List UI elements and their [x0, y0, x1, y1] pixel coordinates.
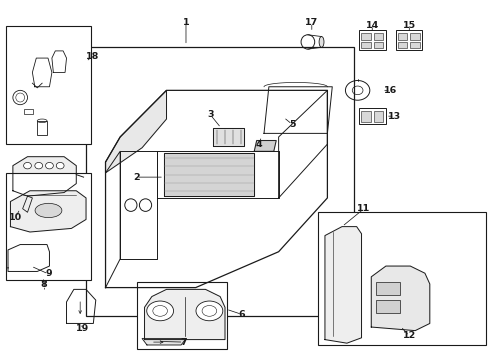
Text: 13: 13 — [387, 112, 401, 121]
Ellipse shape — [319, 37, 324, 47]
Bar — [397, 33, 407, 40]
Text: 12: 12 — [402, 332, 415, 341]
Bar — [86, 47, 353, 316]
Text: 17: 17 — [305, 18, 318, 27]
Ellipse shape — [196, 301, 223, 321]
Text: 16: 16 — [384, 86, 397, 95]
Text: 4: 4 — [255, 140, 262, 149]
Bar — [5, 26, 91, 144]
Text: 5: 5 — [288, 120, 295, 129]
Bar — [409, 33, 419, 40]
Ellipse shape — [146, 301, 173, 321]
Polygon shape — [370, 266, 429, 330]
Text: 1: 1 — [183, 18, 189, 27]
Polygon shape — [212, 128, 244, 146]
Polygon shape — [142, 338, 185, 345]
Bar — [24, 109, 33, 114]
Bar — [360, 33, 370, 40]
Polygon shape — [254, 140, 276, 151]
Text: 18: 18 — [85, 52, 99, 61]
Ellipse shape — [35, 203, 62, 218]
Polygon shape — [144, 289, 224, 339]
Bar — [5, 173, 91, 280]
Bar — [373, 33, 383, 40]
Text: 11: 11 — [357, 204, 370, 213]
Ellipse shape — [45, 162, 53, 169]
Ellipse shape — [35, 162, 42, 169]
Polygon shape — [163, 153, 254, 196]
Bar — [317, 212, 485, 345]
Polygon shape — [105, 90, 166, 173]
Bar — [37, 121, 47, 135]
Text: 6: 6 — [238, 310, 245, 319]
Polygon shape — [325, 226, 361, 343]
Text: 19: 19 — [76, 324, 89, 333]
Text: 8: 8 — [40, 280, 47, 289]
Polygon shape — [10, 191, 86, 232]
Text: 2: 2 — [133, 173, 139, 182]
Bar — [409, 42, 419, 48]
Bar — [395, 31, 422, 50]
Bar — [373, 42, 383, 48]
Bar — [360, 111, 370, 122]
Text: 7: 7 — [180, 338, 186, 347]
Bar — [137, 282, 227, 348]
Polygon shape — [22, 196, 32, 212]
Ellipse shape — [23, 162, 31, 169]
Bar — [373, 111, 383, 122]
Text: 14: 14 — [365, 21, 378, 30]
Text: 9: 9 — [45, 269, 52, 278]
Text: 3: 3 — [207, 110, 213, 119]
Bar — [358, 31, 385, 50]
Ellipse shape — [56, 162, 64, 169]
Bar — [358, 108, 385, 124]
Bar — [375, 300, 399, 313]
Text: 15: 15 — [402, 21, 415, 30]
Polygon shape — [13, 157, 76, 196]
Text: 10: 10 — [9, 213, 22, 222]
Bar — [360, 42, 370, 48]
Bar — [375, 282, 399, 295]
Bar — [397, 42, 407, 48]
